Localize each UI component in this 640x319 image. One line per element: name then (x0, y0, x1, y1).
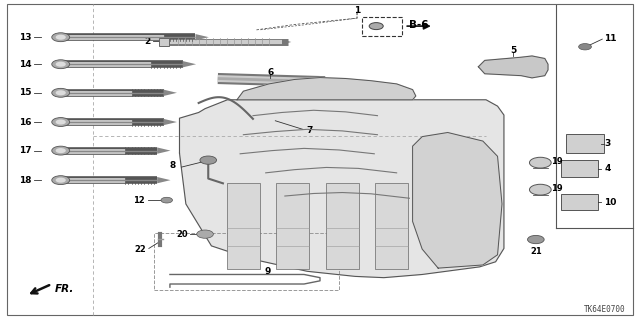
Circle shape (52, 118, 70, 126)
Circle shape (56, 90, 66, 95)
Text: 15: 15 (19, 88, 31, 97)
Circle shape (527, 235, 544, 244)
Text: 22: 22 (134, 245, 147, 254)
Circle shape (161, 197, 173, 203)
Polygon shape (413, 132, 502, 268)
Circle shape (52, 33, 70, 42)
Bar (561, 160, 598, 177)
Circle shape (52, 60, 70, 69)
Circle shape (529, 157, 551, 168)
Text: TK64E0700: TK64E0700 (584, 305, 625, 314)
Text: 2: 2 (144, 37, 150, 46)
Text: 14: 14 (19, 60, 31, 69)
Polygon shape (182, 61, 196, 67)
Text: 1: 1 (354, 6, 360, 15)
Circle shape (579, 44, 591, 50)
Text: 8: 8 (170, 161, 176, 170)
Text: 10: 10 (604, 197, 616, 207)
Polygon shape (195, 34, 209, 41)
Text: 11: 11 (604, 34, 617, 43)
Text: FR.: FR. (54, 284, 74, 294)
Circle shape (200, 156, 216, 164)
Circle shape (52, 88, 70, 97)
Circle shape (56, 178, 66, 183)
Circle shape (56, 120, 66, 124)
Bar (326, 183, 359, 269)
Bar (566, 134, 604, 153)
Circle shape (529, 184, 551, 195)
Polygon shape (179, 100, 504, 278)
Text: 20: 20 (176, 230, 188, 239)
Text: 4: 4 (604, 164, 611, 173)
Text: 17: 17 (19, 146, 31, 155)
Text: 9: 9 (264, 267, 271, 276)
Bar (276, 183, 309, 269)
Circle shape (56, 62, 66, 67)
Polygon shape (478, 56, 548, 78)
Circle shape (52, 146, 70, 155)
Text: 3: 3 (604, 139, 611, 148)
Bar (561, 194, 598, 210)
Bar (159, 38, 170, 46)
Circle shape (196, 230, 213, 238)
Polygon shape (237, 78, 416, 100)
Bar (362, 17, 403, 36)
Text: 16: 16 (19, 117, 31, 127)
Text: 19: 19 (551, 184, 563, 193)
Text: 18: 18 (19, 176, 31, 185)
Bar (227, 183, 260, 269)
Text: 6: 6 (267, 68, 273, 77)
Polygon shape (282, 39, 291, 45)
Polygon shape (157, 177, 171, 183)
Circle shape (52, 176, 70, 185)
Polygon shape (157, 147, 171, 154)
Text: 5: 5 (510, 46, 516, 56)
Text: 7: 7 (306, 126, 312, 135)
Circle shape (56, 148, 66, 153)
Bar (154, 233, 339, 290)
Text: 21: 21 (530, 247, 541, 256)
Polygon shape (164, 90, 177, 96)
Text: 13: 13 (19, 33, 31, 42)
Bar (375, 183, 408, 269)
Text: 12: 12 (132, 196, 145, 205)
Polygon shape (164, 119, 177, 125)
Text: 19: 19 (551, 157, 563, 166)
Text: B-6: B-6 (410, 20, 429, 30)
Circle shape (369, 23, 383, 30)
Circle shape (56, 35, 66, 40)
